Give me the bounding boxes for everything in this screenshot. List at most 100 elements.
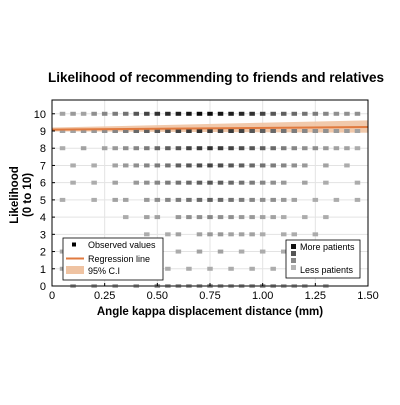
- point-y4-15: [323, 215, 329, 220]
- point-y7-13: [228, 163, 234, 168]
- point-y8-17: [259, 146, 266, 151]
- point-y6-14: [249, 180, 255, 185]
- point-y7-18: [280, 163, 287, 168]
- chart-title: Likelihood of recommending to friends an…: [48, 70, 384, 85]
- point-y8-25: [344, 146, 350, 151]
- legend-density-swatch-3: [291, 258, 296, 263]
- point-y5-14: [249, 197, 255, 202]
- point-y5-7: [175, 197, 182, 202]
- point-y10-26: [333, 111, 340, 116]
- point-y2-10: [280, 249, 287, 254]
- point-y9-20: [270, 129, 276, 133]
- y-tick-label-8: 8: [40, 143, 46, 155]
- y-tick-label-0: 0: [40, 281, 46, 293]
- legend-density-swatch-2: [291, 251, 296, 256]
- point-y7-19: [291, 163, 298, 168]
- point-y2-6: [196, 249, 203, 254]
- point-y4-1: [144, 215, 150, 220]
- y-tick-label-6: 6: [40, 178, 46, 190]
- point-y7-12: [217, 163, 224, 168]
- point-y2-8: [238, 249, 245, 254]
- point-y9-12: [186, 129, 192, 133]
- point-y8-22: [312, 146, 319, 151]
- point-y8-0: [59, 146, 66, 151]
- point-y9-13: [196, 129, 203, 133]
- point-y3-4: [207, 232, 213, 237]
- point-y6-15: [259, 180, 266, 185]
- point-y1-9: [249, 266, 255, 271]
- point-y10-5: [112, 111, 118, 116]
- point-y8-9: [175, 146, 182, 151]
- point-y9-22: [291, 129, 298, 133]
- point-y8-24: [333, 146, 340, 151]
- point-y8-5: [133, 146, 140, 151]
- point-y9-4: [101, 129, 108, 133]
- point-y6-11: [217, 180, 224, 185]
- point-y3-6: [228, 232, 234, 237]
- point-y9-23: [302, 129, 308, 133]
- point-y8-12: [207, 146, 213, 151]
- point-y10-21: [280, 111, 287, 116]
- point-y8-4: [122, 146, 129, 151]
- x-tick-label-1: 0.25: [94, 290, 115, 302]
- point-y4-7: [217, 215, 224, 220]
- point-y2-5: [175, 249, 182, 254]
- point-y6-6: [165, 180, 171, 185]
- point-y7-15: [249, 163, 255, 168]
- point-y9-7: [133, 129, 140, 133]
- point-y6-1: [91, 180, 97, 185]
- point-y9-19: [259, 129, 266, 133]
- legend-density-swatch-4: [291, 265, 296, 270]
- point-y5-12: [228, 197, 234, 202]
- point-y10-19: [259, 111, 266, 116]
- legend-label-regression: Regression line: [88, 254, 150, 264]
- point-y9-27: [344, 129, 350, 133]
- point-y8-21: [302, 146, 308, 151]
- point-y8-26: [354, 146, 361, 151]
- y-axis-ticks: 0 1 2 3 4 5 6 7 8 9 10: [34, 109, 55, 293]
- point-y10-16: [228, 111, 234, 116]
- point-y5-6: [165, 197, 171, 202]
- point-y9-10: [165, 129, 171, 133]
- point-y7-4: [133, 163, 140, 168]
- point-y4-9: [238, 215, 245, 220]
- point-y7-6: [154, 163, 161, 168]
- point-y6-0: [70, 180, 76, 185]
- point-y1-0: [59, 266, 66, 271]
- point-y10-14: [207, 111, 213, 116]
- y-tick-label-1: 1: [40, 264, 46, 276]
- legend-label-more: More patients: [300, 242, 355, 252]
- legend-density-swatch-1: [291, 244, 296, 249]
- point-y9-11: [175, 129, 182, 133]
- legend-label-observed: Observed values: [88, 240, 156, 250]
- point-y5-16: [270, 197, 276, 202]
- point-y4-4: [186, 215, 192, 220]
- point-y7-17: [270, 163, 276, 168]
- point-y9-18: [249, 129, 255, 133]
- point-y6-17: [280, 180, 287, 185]
- point-y2-0: [59, 249, 66, 254]
- point-y4-8: [228, 215, 234, 220]
- point-y7-2: [112, 163, 118, 168]
- legend-density: More patients Less patients: [285, 239, 361, 279]
- point-y8-2: [101, 146, 108, 151]
- x-tick-label-5: 1.25: [305, 290, 326, 302]
- point-y6-16: [270, 180, 276, 185]
- point-y3-1: [165, 232, 171, 237]
- y-tick-label-4: 4: [40, 212, 46, 224]
- point-y5-5: [154, 197, 161, 202]
- point-y9-14: [207, 129, 213, 133]
- point-y8-8: [165, 146, 171, 151]
- point-y10-11: [175, 111, 182, 116]
- point-y8-3: [112, 146, 118, 151]
- point-y9-25: [323, 129, 329, 133]
- point-y7-21: [323, 163, 329, 168]
- point-y8-18: [270, 146, 276, 151]
- point-y10-27: [344, 111, 350, 116]
- legend-density-box: [285, 239, 361, 279]
- point-y9-24: [312, 129, 319, 133]
- point-y7-7: [165, 163, 171, 168]
- point-y1-8: [228, 266, 234, 271]
